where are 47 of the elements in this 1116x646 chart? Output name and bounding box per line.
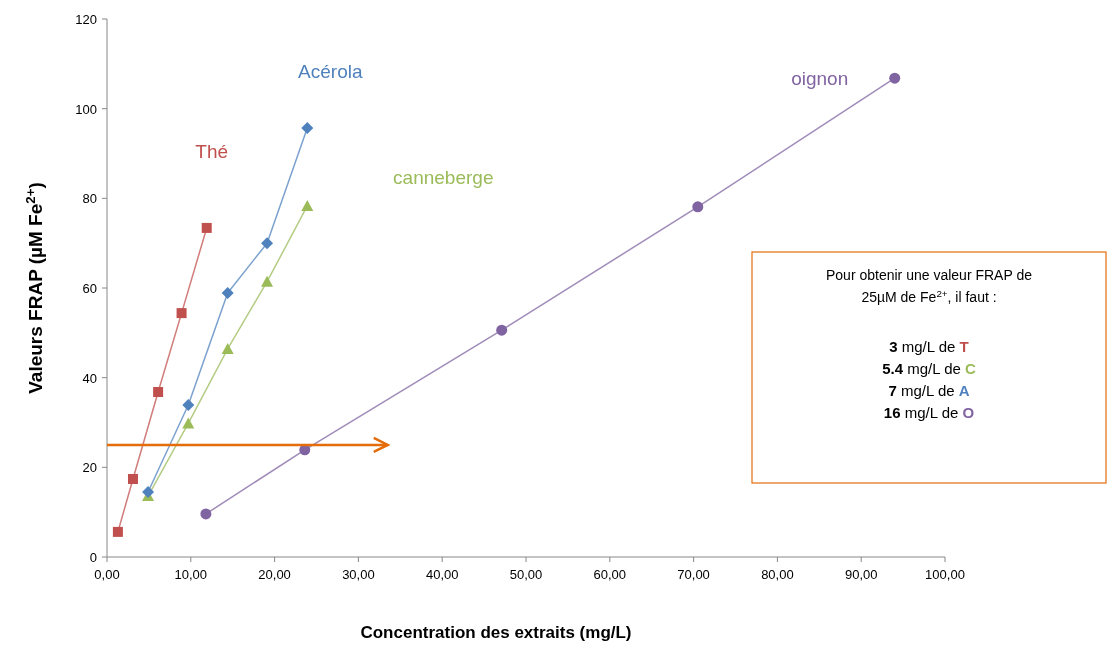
annotation: 3 mg/L de T [889,338,969,355]
x-tick-label: 70,00 [677,567,710,582]
point [496,324,508,336]
series-label: oignon [791,68,849,90]
point [889,72,901,84]
y-tick-label: 100 [75,101,97,117]
text: Acérola [298,60,363,82]
annotation: 25µM de Fe$^{2+}$, il faut : [861,287,997,305]
y-tick-label: 0 [89,550,97,565]
y-tick-label: 120 [75,12,97,27]
point [127,473,138,484]
x-tick-label: 0,00 [94,567,120,582]
point [301,199,314,211]
annotation: 16 mg/L de O [883,404,975,421]
annotation: 5.4 mg/L de C [882,360,976,377]
x-tick-label: 60,00 [593,567,627,582]
x-tick-label: 90,00 [844,567,878,582]
y-tick-label: 20 [82,460,97,476]
x-tick-label: 10,00 [174,567,208,582]
x-axis-title: Concentration des extraits (mg/L) [360,623,632,642]
point [692,201,704,213]
point [182,399,195,412]
point [221,286,234,299]
x-tick-label: 30,00 [342,567,375,582]
y-tick-label: 60 [82,281,97,296]
x-tick-label: 80,00 [761,567,794,582]
point [153,387,164,398]
point [261,275,274,287]
point [201,222,212,233]
point [261,237,274,250]
x-tick-label: 100,00 [925,567,965,582]
point [221,342,234,354]
y-tick-label: 40 [82,370,97,386]
point [301,121,314,134]
point [142,485,155,498]
text: Thé [195,140,229,162]
annotation: 7 mg/L de A [888,382,970,399]
x-tick-label: 40,00 [425,567,459,582]
annotation: Pour obtenir une valeur FRAP de [826,267,1033,283]
point [200,508,212,520]
point [112,526,123,537]
point [182,417,195,429]
point [176,308,187,319]
x-tick-label: 20,00 [258,567,291,582]
x-tick-label: 50,00 [509,567,543,582]
y-tick-label: 80 [82,191,97,207]
text: canneberge [393,166,494,188]
